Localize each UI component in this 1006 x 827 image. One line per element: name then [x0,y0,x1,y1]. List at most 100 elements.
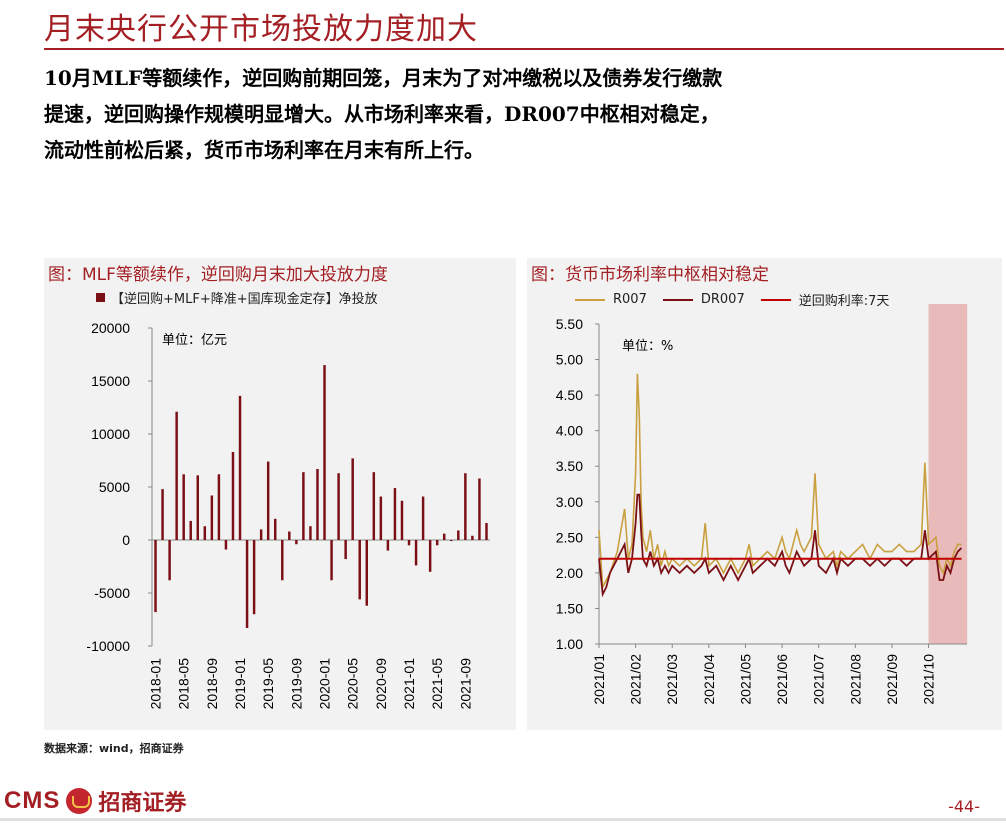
bar [386,540,390,551]
line-chart: 单位：% 5.50 5.00 4.50 4.00 3.50 3.00 2.50 2.00 1.5… [556,304,968,705]
bar-chart-title: 图：MLF等额续作，逆回购月末加大投放力度 [48,265,388,285]
bar-y-tick-label: 20000 [91,320,130,336]
company-logo: CMS 招商证券 [4,785,186,817]
bar [407,540,411,546]
bar [154,540,157,613]
footer-divider [0,818,1006,821]
bar [252,540,256,615]
bar [365,540,369,606]
line-x-tick-label: 2021/04 [701,654,717,705]
bar [344,540,347,560]
bar-x-tick-label: 2020-05 [345,658,361,710]
legend-swatch-dr007 [662,298,693,301]
line-chart-title: 图：货币市场利率中枢相对稳定 [531,265,769,285]
bar [224,540,228,550]
bar [358,540,361,600]
line-x-tick-label: 2021/06 [774,654,790,705]
dr007-line [598,493,963,598]
body-text: 10月MLF等额续作，逆回购前期回笼，月末为了对冲缴税以及债券发行缴款 提速，逆… [44,60,1004,168]
bar-x-tick-label: 2018-05 [176,658,192,710]
bar [485,523,488,540]
legend-swatch-net-injection [96,293,105,302]
logo-cn-text: 招商证券 [98,790,187,816]
bar [210,495,214,540]
bar-x-tick-label: 2021-05 [429,658,445,710]
bar [372,472,376,540]
line-x-tick-label: 2021/02 [628,654,644,705]
line-y-tick-label: 3.00 [556,494,583,510]
bar [182,474,185,540]
line-y-tick-label: 2.50 [556,529,583,545]
bar-y-tick-label: 10000 [91,426,130,442]
line-y-tick-label: 3.50 [556,458,583,474]
data-source: 数据来源：wind，招商证券 [44,742,184,755]
bar [245,540,249,628]
bar-chart-unit: 单位：亿元 [162,333,227,348]
logo-badge-icon [66,788,93,814]
line-x-tick-label: 2021/08 [847,654,863,705]
bar-x-tick-label: 2020-01 [317,658,333,710]
bar [464,473,467,540]
page-title: 月末央行公开市场投放力度加大 [44,12,478,47]
bar [281,540,284,581]
bar-x-tick-label: 2021-01 [401,658,417,710]
legend-swatch-r007 [575,298,605,301]
bar-y-tick-label: 0 [122,532,130,548]
body-line: 10月MLF等额续作，逆回购前期回笼，月末为了对冲缴税以及债券发行缴款 [44,66,723,90]
line-x-tick-label: 2021/01 [591,654,607,705]
bar-x-tick-label: 2018-01 [148,658,164,710]
body-line: 流动性前松后紧，货币市场利率在月末有所上行。 [44,138,484,162]
line-y-tick-label: 1.00 [556,636,583,652]
bar-chart-legend: 【逆回购+MLF+降准+国库现金定存】净投放 [96,288,378,307]
legend-label-net-injection: 【逆回购+MLF+降准+国库现金定存】净投放 [111,292,378,307]
bar [421,496,425,540]
bar [400,500,404,540]
bar [217,474,221,540]
bar [266,461,270,540]
bar-y-tick-label: -10000 [86,638,130,654]
bar-x-tick-label: 2021-09 [457,658,473,710]
title-divider [44,48,1004,50]
line-y-tick-label: 4.50 [556,387,583,403]
bar-x-tick-label: 2020-09 [373,658,389,710]
line-y-tick-label: 5.50 [556,316,583,332]
bar-y-tick-label: 15000 [91,373,130,389]
bar-y-tick-label: 5000 [99,479,130,495]
bar [442,533,446,540]
bar [288,531,291,540]
bar [428,540,432,572]
line-y-tick-label: 2.00 [556,565,583,581]
line-y-tick-label: 4.00 [556,423,583,439]
legend-swatch-policy-rate [760,298,791,301]
bar [379,496,383,540]
bar [273,518,277,540]
bar [471,535,474,540]
bar [259,529,263,540]
bar [295,540,298,545]
line-chart-legend: R007 DR007 逆回购利率:7天 [575,290,889,309]
bar [393,488,397,540]
bar [175,411,178,540]
bar-x-tick-label: 2018-09 [204,658,220,710]
legend-label-r007: R007 [613,292,647,307]
bar [196,475,200,540]
bar [323,365,326,540]
line-x-tick-label: 2021/05 [737,654,753,705]
logo-cms-text: CMS [4,787,61,814]
line-chart-unit: 单位：% [622,339,673,354]
line-x-tick-label: 2021/10 [921,654,937,705]
bar [478,478,481,540]
bar [161,489,164,540]
bar [414,540,418,566]
bar [316,468,319,540]
line-x-tick-label: 2021/07 [811,654,827,705]
line-y-tick-label: 1.50 [556,600,583,616]
bar-y-tick-label: -5000 [94,585,130,601]
bar-x-tick-label: 2019-09 [288,658,304,710]
bar [189,520,192,540]
body-line: 提速，逆回购操作规模明显增大。从市场利率来看，DR007中枢相对稳定， [44,102,720,126]
bar-chart-panel: 图：MLF等额续作，逆回购月末加大投放力度 【逆回购+MLF+降准+国库现金定存… [44,258,516,730]
legend-label-policy-rate: 逆回购利率:7天 [798,294,890,309]
bar [203,526,207,540]
bar [330,540,333,581]
